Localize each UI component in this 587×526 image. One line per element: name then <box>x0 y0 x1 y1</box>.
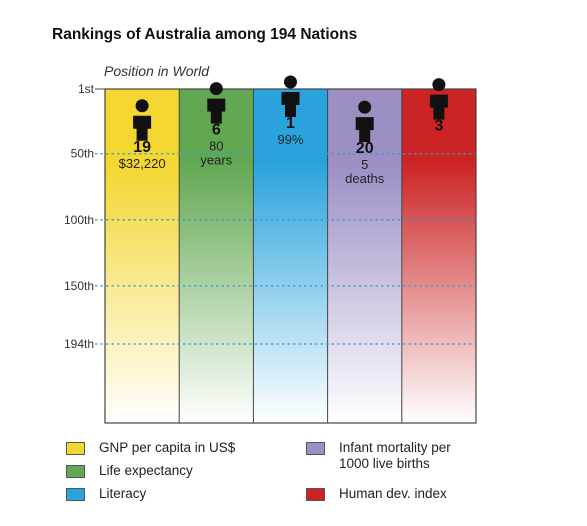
y-tick-label: 50th <box>71 147 94 161</box>
value-label-3: 5 <box>361 157 368 172</box>
legend-label-literacy: Literacy <box>99 486 147 501</box>
y-tick-label: 100th <box>64 213 94 227</box>
rank-label-3: 20 <box>356 140 374 157</box>
value-label-1: 80 <box>209 139 223 154</box>
person-icon-head-1 <box>209 82 223 96</box>
person-icon-body-3 <box>355 117 374 143</box>
legend-label-life-expectancy: Life expectancy <box>99 463 193 478</box>
rank-label-1: 6 <box>212 122 221 139</box>
legend-item-infant-mortality: Infant mortality per 1000 live births <box>306 440 451 472</box>
person-icon-head-0 <box>135 99 149 113</box>
person-icon-head-3 <box>358 100 372 114</box>
legend-item-life-expectancy: Life expectancy <box>66 463 193 479</box>
rank-label-2: 1 <box>286 115 295 132</box>
legend-label-human-dev-index: Human dev. index <box>339 486 447 501</box>
person-icon-head-4 <box>432 78 446 92</box>
rank-label-0: 19 <box>133 139 151 156</box>
value-label-1: years <box>200 153 232 168</box>
value-label-0: $32,220 <box>119 156 166 171</box>
bar-0 <box>105 89 180 423</box>
legend-label-infant-mortality: Infant mortality per 1000 live births <box>339 440 451 471</box>
person-icon-body-1 <box>207 98 226 124</box>
person-icon-body-2 <box>281 92 300 117</box>
legend-swatch-infant-mortality <box>306 442 325 455</box>
bar-4 <box>401 89 476 423</box>
legend-swatch-literacy <box>66 488 85 501</box>
bar-3 <box>327 89 402 423</box>
chart-subtitle: Position in World <box>104 63 210 79</box>
bar-2 <box>253 89 328 423</box>
legend-swatch-human-dev-index <box>306 488 325 501</box>
legend-item-human-dev-index: Human dev. index <box>306 486 447 502</box>
person-icon-head-2 <box>284 75 297 89</box>
person-icon-body-0 <box>133 115 152 141</box>
legend-label-gnp: GNP per capita in US$ <box>99 440 236 455</box>
bar-1 <box>179 89 254 423</box>
value-label-3: deaths <box>345 171 385 186</box>
y-tick-label: 194th <box>64 337 94 351</box>
legend: GNP per capita in US$ Life expectancy Li… <box>66 440 496 510</box>
legend-swatch-life-expectancy <box>66 465 85 478</box>
legend-item-literacy: Literacy <box>66 486 146 502</box>
legend-item-gnp: GNP per capita in US$ <box>66 440 235 456</box>
rank-label-4: 3 <box>434 118 443 135</box>
chart-title: Rankings of Australia among 194 Nations <box>52 26 358 43</box>
person-icon-body-4 <box>429 94 448 120</box>
y-tick-label: 150th <box>64 279 94 293</box>
value-label-2: 99% <box>277 132 303 147</box>
plot-frame <box>104 88 477 424</box>
y-tick-label: 1st <box>78 82 95 96</box>
chart-area: 1st 50th 100th 150th 194th Position in World 1… <box>64 63 477 424</box>
legend-swatch-gnp <box>66 442 85 455</box>
